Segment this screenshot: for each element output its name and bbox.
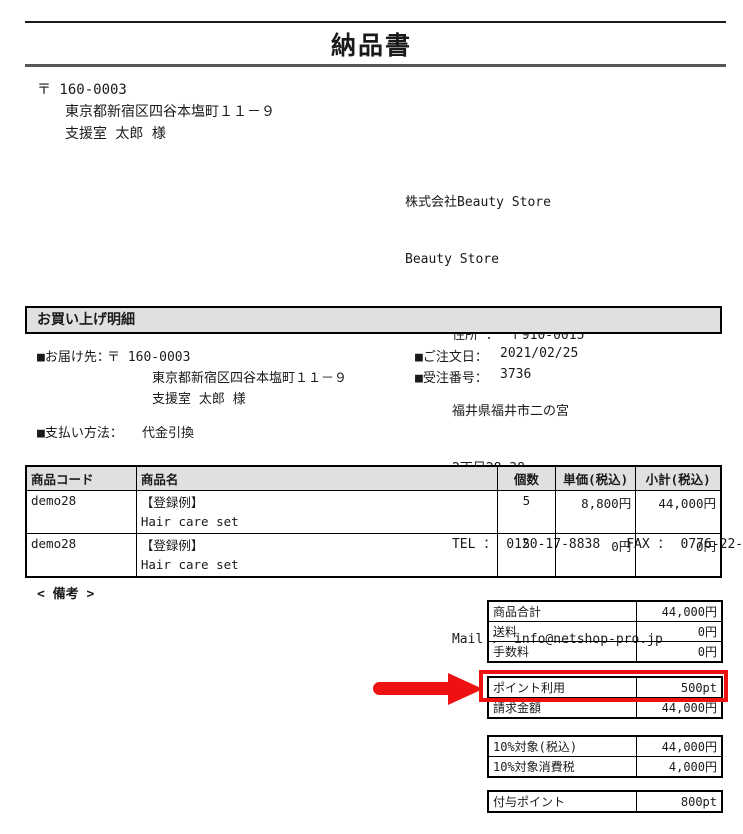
remarks-label: < 備考 > <box>37 587 95 602</box>
recipient-address: 東京都新宿区四谷本塩町１１－９ <box>65 104 275 120</box>
total-value: 0円 <box>635 641 723 663</box>
table-row: 商品合計 44,000円 <box>487 600 723 622</box>
order-number-label: ■受注番号： <box>415 371 488 386</box>
ship-to-label: ■お届け先： <box>37 350 110 365</box>
totals-table: 商品合計 44,000円 送料 0円 手数料 0円 <box>487 600 723 663</box>
purchase-details-section-header: お買い上げ明細 <box>25 306 722 334</box>
sender-store-name: Beauty Store <box>405 252 499 267</box>
item-name: 【登録例】 Hair care set <box>135 533 498 578</box>
points-used-row: ポイント利用 500pt <box>487 676 723 698</box>
table-row: 付与ポイント 800pt <box>487 790 723 813</box>
item-unit-price: 8,800円 <box>554 490 637 534</box>
column-header-unit-price: 単価(税込) <box>554 465 637 491</box>
sender-address-1: 福井県福井市二の宮 <box>452 404 570 419</box>
red-arrow-head-icon <box>448 673 483 705</box>
item-code: demo28 <box>25 490 137 534</box>
total-value: 44,000円 <box>635 600 723 622</box>
column-header-quantity: 個数 <box>496 465 557 491</box>
order-number-value: 3736 <box>500 367 532 382</box>
total-value: 0円 <box>635 621 723 642</box>
item-name-line2: Hair care set <box>140 557 239 572</box>
item-name-line1: 【登録例】 <box>140 538 204 553</box>
column-header-product-code: 商品コード <box>25 465 137 491</box>
total-value: 500pt <box>635 676 723 698</box>
title-top-rule <box>25 21 726 23</box>
table-row: demo28 【登録例】 Hair care set 5 0円 0円 <box>25 533 722 578</box>
total-label: 請求金額 <box>487 697 637 719</box>
order-date-value: 2021/02/25 <box>500 346 579 361</box>
item-unit-price: 0円 <box>554 533 637 578</box>
item-code: demo28 <box>25 533 137 578</box>
item-subtotal: 0円 <box>635 533 722 578</box>
item-name: 【登録例】 Hair care set <box>135 490 498 534</box>
total-label: 付与ポイント <box>487 790 637 813</box>
total-value: 800pt <box>635 790 723 813</box>
table-row: 10%対象消費税 4,000円 <box>487 756 723 778</box>
recipient-name: 支援室 太郎 様 <box>65 126 166 142</box>
sender-company: 株式会社Beauty Store <box>405 195 551 210</box>
table-row: demo28 【登録例】 Hair care set 5 8,800円 44,0… <box>25 490 722 534</box>
item-name-line2: Hair care set <box>140 514 239 529</box>
ship-to-address: 東京都新宿区四谷本塩町１１－９ <box>152 371 348 386</box>
order-date-label: ■ご注文日： <box>415 350 488 365</box>
total-value: 44,000円 <box>635 735 723 757</box>
total-label: 10%対象(税込) <box>487 735 637 757</box>
total-label: 送料 <box>487 621 637 642</box>
item-subtotal: 44,000円 <box>635 490 722 534</box>
items-table-header-row: 商品コード 商品名 個数 単価(税込) 小計(税込) <box>25 465 722 491</box>
column-header-product-name: 商品名 <box>135 465 498 491</box>
ship-to-name: 支援室 太郎 様 <box>152 392 246 407</box>
total-value: 44,000円 <box>635 697 723 719</box>
item-quantity: 5 <box>496 533 557 578</box>
recipient-block: 〒 160-0003 東京都新宿区四谷本塩町１１－９ 支援室 太郎 様 <box>37 79 275 145</box>
total-value: 4,000円 <box>635 756 723 778</box>
red-arrow-icon <box>373 682 453 695</box>
table-row: 送料 0円 <box>487 621 723 642</box>
total-label: 手数料 <box>487 641 637 663</box>
column-header-subtotal: 小計(税込) <box>635 465 722 491</box>
tax-table: 10%対象(税込) 44,000円 10%対象消費税 4,000円 <box>487 735 723 778</box>
items-table: 商品コード 商品名 個数 単価(税込) 小計(税込) demo28 【登録例】 … <box>25 465 722 578</box>
page-title: 納品書 <box>330 31 412 60</box>
payment-method-label: ■支払い方法： <box>37 426 123 441</box>
points-billing-table: ポイント利用 500pt 請求金額 44,000円 <box>487 676 723 719</box>
payment-method-value: 代金引換 <box>142 426 195 441</box>
table-row: 請求金額 44,000円 <box>487 697 723 719</box>
table-row: 手数料 0円 <box>487 641 723 663</box>
total-label: 10%対象消費税 <box>487 756 637 778</box>
total-label: 商品合計 <box>487 600 637 622</box>
table-row: 10%対象(税込) 44,000円 <box>487 735 723 757</box>
item-name-line1: 【登録例】 <box>140 495 204 510</box>
title-bottom-rule <box>25 64 726 67</box>
highlight-box <box>479 670 728 702</box>
ship-to-postal: 〒 160-0003 <box>107 350 191 365</box>
item-quantity: 5 <box>496 490 557 534</box>
recipient-postal: 〒 160-0003 <box>37 82 127 98</box>
granted-points-table: 付与ポイント 800pt <box>487 790 723 813</box>
